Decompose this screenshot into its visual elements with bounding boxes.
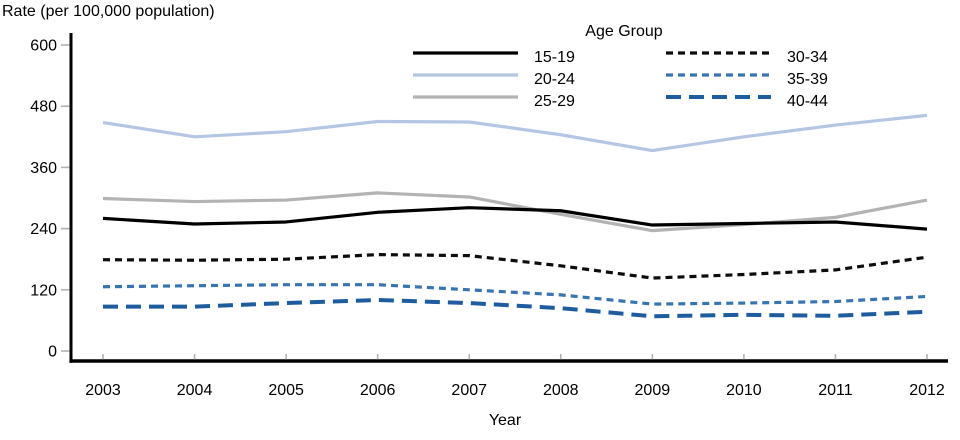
legend-swatch-35-39 bbox=[666, 73, 771, 77]
legend-label: 20-24 bbox=[534, 71, 575, 88]
legend-swatch-20-24 bbox=[413, 73, 518, 77]
x-tick-label: 2003 bbox=[85, 382, 121, 399]
series-line-30-34 bbox=[102, 253, 928, 280]
x-tick-label: 2008 bbox=[543, 382, 579, 399]
x-tick-label: 2009 bbox=[635, 382, 671, 399]
x-tick-label: 2004 bbox=[177, 382, 213, 399]
y-tick-label: 480 bbox=[30, 99, 57, 116]
x-tick-label: 2006 bbox=[360, 382, 396, 399]
x-tick-label: 2007 bbox=[451, 382, 487, 399]
y-tick-label: 600 bbox=[30, 38, 57, 55]
y-tick-label: 0 bbox=[48, 344, 57, 361]
y-tick-label: 120 bbox=[30, 282, 57, 299]
legend-swatch-30-34 bbox=[666, 51, 771, 55]
series-line-25-29 bbox=[102, 191, 928, 233]
series-line-35-39 bbox=[102, 283, 928, 306]
series-line-20-24 bbox=[102, 113, 928, 153]
x-tick-label: 2005 bbox=[268, 382, 304, 399]
legend-item-20-24: 20-24 bbox=[413, 64, 575, 88]
legend-item-40-44: 40-44 bbox=[666, 86, 828, 110]
legend-label: 15-19 bbox=[534, 49, 575, 66]
x-tick-label: 2010 bbox=[726, 382, 762, 399]
y-tick-label: 240 bbox=[30, 221, 57, 238]
legend-label: 30-34 bbox=[787, 49, 828, 66]
x-tick-label: 2011 bbox=[818, 382, 853, 399]
legend-item-15-19: 15-19 bbox=[413, 42, 575, 66]
y-tick-label: 360 bbox=[30, 160, 57, 177]
x-tick-label: 2012 bbox=[909, 382, 945, 399]
legend-swatch-25-29 bbox=[413, 95, 518, 99]
legend-label: 35-39 bbox=[787, 71, 828, 88]
legend-item-30-34: 30-34 bbox=[666, 42, 828, 66]
y-axis-title: Rate (per 100,000 population) bbox=[2, 3, 215, 20]
legend-label: 25-29 bbox=[534, 93, 575, 110]
legend-label: 40-44 bbox=[787, 93, 828, 110]
series-line-15-19 bbox=[102, 206, 928, 231]
legend-swatch-40-44 bbox=[666, 95, 771, 99]
legend-column-2: 30-34 35-39 40-44 bbox=[666, 42, 828, 110]
legend-item-35-39: 35-39 bbox=[666, 64, 828, 88]
legend-item-25-29: 25-29 bbox=[413, 86, 575, 110]
legend-swatch-15-19 bbox=[413, 51, 518, 55]
legend-title: Age Group bbox=[585, 23, 663, 40]
x-axis-title: Year bbox=[488, 412, 522, 429]
legend-column-1: 15-19 20-24 25-29 bbox=[413, 42, 575, 110]
